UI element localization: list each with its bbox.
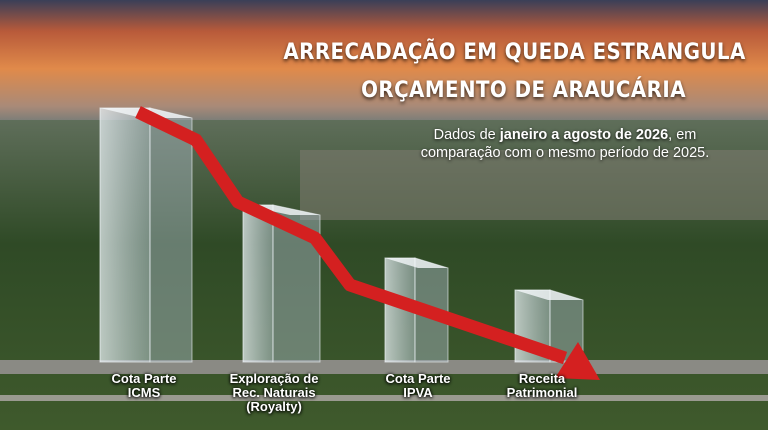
bar [99, 107, 151, 363]
subtitle-period: janeiro a agosto de 2026 [499, 127, 669, 143]
title-line: ORÇAMENTO DE ARAUCÁRIA [361, 78, 686, 103]
category-label: Cota Parte ICMS [111, 371, 177, 400]
bar [242, 204, 274, 363]
category-label: Cota Parte IPVA [385, 371, 451, 400]
bar-side [149, 107, 193, 363]
category-label: Exploração de Rec. Naturais (Royalty) [229, 371, 319, 414]
arrow-head [555, 342, 600, 380]
bar-top [515, 290, 583, 300]
road [0, 395, 768, 401]
bar-top [385, 258, 448, 268]
subtitle-text: , em comparação com o mesmo período de 2… [420, 127, 710, 161]
sky [0, 0, 768, 125]
subtitle-text: Dados de [433, 127, 500, 143]
subtitle: Dados de janeiro a agosto de 2026, em co… [400, 126, 730, 162]
refinery [300, 150, 768, 220]
title-line: ARRECADAÇÃO EM QUEDA ESTRANGULA [283, 40, 746, 65]
category-label: Receita Patrimonial [506, 371, 578, 400]
trend-arrow [135, 106, 568, 365]
